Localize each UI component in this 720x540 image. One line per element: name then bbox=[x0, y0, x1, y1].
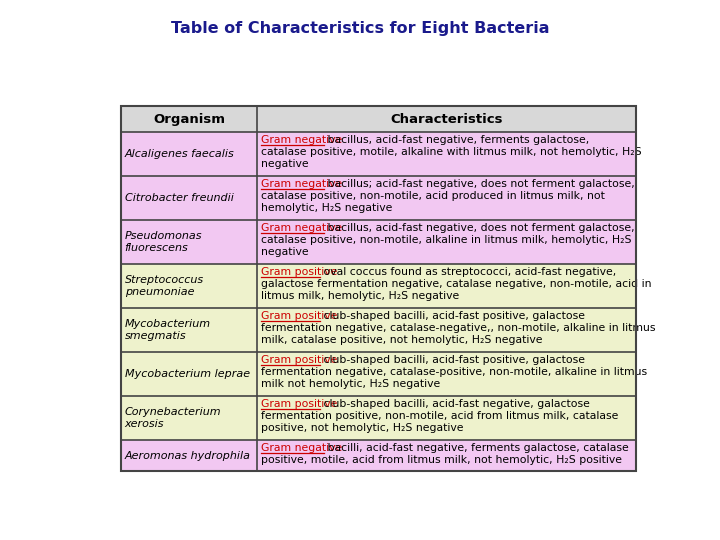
Bar bbox=[257, 352, 636, 396]
Text: Mycobacterium leprae: Mycobacterium leprae bbox=[125, 369, 250, 379]
Text: Corynebacterium
xerosis: Corynebacterium xerosis bbox=[125, 407, 221, 429]
Bar bbox=[121, 396, 257, 440]
Text: bacillus, acid-fast negative, ferments galactose,: bacillus, acid-fast negative, ferments g… bbox=[324, 135, 589, 145]
Text: Gram negative: Gram negative bbox=[261, 443, 342, 453]
Text: Gram negative: Gram negative bbox=[261, 135, 342, 145]
Text: Streptococcus
pneumoniae: Streptococcus pneumoniae bbox=[125, 275, 204, 298]
Bar bbox=[257, 308, 636, 352]
Bar bbox=[257, 176, 636, 220]
Text: club-shaped bacilli, acid-fast positive, galactose: club-shaped bacilli, acid-fast positive,… bbox=[320, 311, 585, 321]
Text: catalase positive, non-motile, alkaline in litmus milk, hemolytic, H₂S: catalase positive, non-motile, alkaline … bbox=[261, 235, 631, 245]
Text: Gram positive: Gram positive bbox=[261, 311, 338, 321]
Bar bbox=[121, 176, 257, 220]
Text: fermentation positive, non-motile, acid from litmus milk, catalase: fermentation positive, non-motile, acid … bbox=[261, 411, 618, 421]
Text: Gram positive: Gram positive bbox=[261, 267, 338, 277]
Bar bbox=[121, 308, 257, 352]
Text: milk not hemolytic, H₂S negative: milk not hemolytic, H₂S negative bbox=[261, 379, 441, 389]
Text: negative: negative bbox=[261, 159, 309, 169]
Text: fermentation negative, catalase-negative,, non-motile, alkaline in litmus: fermentation negative, catalase-negative… bbox=[261, 323, 656, 333]
Bar bbox=[257, 220, 636, 264]
Text: negative: negative bbox=[261, 247, 309, 256]
Bar bbox=[121, 132, 257, 176]
Text: oval coccus found as streptococci, acid-fast negative,: oval coccus found as streptococci, acid-… bbox=[320, 267, 616, 277]
Bar bbox=[121, 264, 257, 308]
Text: galactose fermentation negative, catalase negative, non-motile, acid in: galactose fermentation negative, catalas… bbox=[261, 279, 652, 289]
Bar bbox=[121, 220, 257, 264]
Text: positive, motile, acid from litmus milk, not hemolytic, H₂S positive: positive, motile, acid from litmus milk,… bbox=[261, 455, 622, 465]
Text: Aeromonas hydrophila: Aeromonas hydrophila bbox=[125, 451, 251, 461]
Text: Table of Characteristics for Eight Bacteria: Table of Characteristics for Eight Bacte… bbox=[171, 21, 549, 36]
Bar bbox=[121, 352, 257, 396]
Text: Citrobacter freundii: Citrobacter freundii bbox=[125, 193, 233, 203]
Bar bbox=[121, 106, 636, 471]
Bar bbox=[121, 106, 636, 471]
Text: Gram negative: Gram negative bbox=[261, 179, 342, 189]
Text: Pseudomonas
fluorescens: Pseudomonas fluorescens bbox=[125, 231, 202, 253]
Text: positive, not hemolytic, H₂S negative: positive, not hemolytic, H₂S negative bbox=[261, 423, 464, 433]
Bar bbox=[121, 106, 636, 132]
Bar bbox=[121, 440, 257, 471]
Text: Gram negative: Gram negative bbox=[261, 223, 342, 233]
Text: Characteristics: Characteristics bbox=[390, 113, 503, 126]
Text: Mycobacterium
smegmatis: Mycobacterium smegmatis bbox=[125, 319, 211, 341]
Text: Gram positive: Gram positive bbox=[261, 355, 338, 365]
Text: club-shaped bacilli, acid-fast positive, galactose: club-shaped bacilli, acid-fast positive,… bbox=[320, 355, 585, 365]
Text: catalase positive, non-motile, acid produced in litmus milk, not: catalase positive, non-motile, acid prod… bbox=[261, 191, 605, 201]
Text: catalase positive, motile, alkaline with litmus milk, not hemolytic, H₂S: catalase positive, motile, alkaline with… bbox=[261, 147, 642, 157]
Text: litmus milk, hemolytic, H₂S negative: litmus milk, hemolytic, H₂S negative bbox=[261, 291, 459, 301]
Text: fermentation negative, catalase-positive, non-motile, alkaline in litmus: fermentation negative, catalase-positive… bbox=[261, 367, 647, 377]
Bar bbox=[257, 440, 636, 471]
Text: milk, catalase positive, not hemolytic, H₂S negative: milk, catalase positive, not hemolytic, … bbox=[261, 335, 543, 345]
Text: Gram positive: Gram positive bbox=[261, 399, 338, 409]
Text: Alcaligenes faecalis: Alcaligenes faecalis bbox=[125, 149, 234, 159]
Text: bacillus; acid-fast negative, does not ferment galactose,: bacillus; acid-fast negative, does not f… bbox=[324, 179, 635, 189]
Bar bbox=[257, 132, 636, 176]
Bar bbox=[257, 264, 636, 308]
Text: bacillus, acid-fast negative, does not ferment galactose,: bacillus, acid-fast negative, does not f… bbox=[324, 223, 634, 233]
Text: hemolytic, H₂S negative: hemolytic, H₂S negative bbox=[261, 202, 392, 213]
Text: bacilli, acid-fast negative, ferments galactose, catalase: bacilli, acid-fast negative, ferments ga… bbox=[324, 443, 629, 453]
Text: Organism: Organism bbox=[153, 113, 225, 126]
Text: club-shaped bacilli, acid-fast negative, galactose: club-shaped bacilli, acid-fast negative,… bbox=[320, 399, 590, 409]
Bar bbox=[257, 396, 636, 440]
